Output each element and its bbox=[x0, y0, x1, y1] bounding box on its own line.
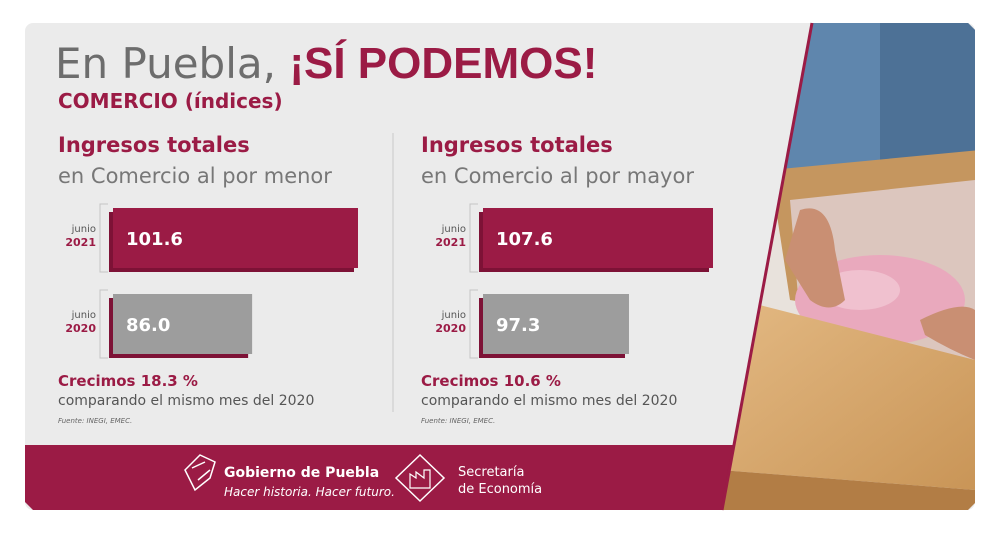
source: Fuente: INEGI, EMEC. bbox=[58, 417, 132, 425]
bar bbox=[113, 294, 253, 354]
bracket bbox=[99, 289, 108, 359]
category-month: junio bbox=[71, 224, 96, 235]
comparison: comparando el mismo mes del 2020 bbox=[58, 393, 314, 409]
bracket bbox=[99, 203, 108, 273]
bar bbox=[483, 208, 713, 268]
value-label: 107.6 bbox=[496, 229, 553, 250]
category-year: 2021 bbox=[435, 236, 466, 249]
secretary-logo bbox=[394, 453, 446, 503]
category-year: 2020 bbox=[435, 322, 466, 335]
title-prefix: En Puebla, bbox=[55, 39, 276, 88]
chart-title: Ingresos totales bbox=[421, 133, 613, 157]
chart-title: Ingresos totales bbox=[58, 133, 250, 157]
bracket bbox=[469, 203, 478, 273]
gov-name: Gobierno de Puebla bbox=[224, 465, 379, 481]
title: En Puebla, ¡SÍ PODEMOS! bbox=[55, 38, 597, 88]
value-label: 101.6 bbox=[126, 229, 183, 250]
bracket bbox=[469, 289, 478, 359]
title-emphasis: ¡SÍ PODEMOS! bbox=[289, 38, 597, 88]
secretary-line: Secretaría bbox=[458, 465, 524, 480]
bar bbox=[113, 208, 358, 268]
photo-edge bbox=[720, 22, 814, 511]
category-month: junio bbox=[441, 224, 466, 235]
category-year: 2020 bbox=[65, 322, 96, 335]
subtitle: COMERCIO (índices) bbox=[58, 89, 283, 113]
source: Fuente: INEGI, EMEC. bbox=[421, 417, 495, 425]
chart-subtitle: en Comercio al por mayor bbox=[421, 164, 694, 188]
value-label: 86.0 bbox=[126, 315, 170, 336]
gov-logo bbox=[184, 454, 216, 492]
category-month: junio bbox=[441, 310, 466, 321]
growth-note: Crecimos 10.6 % bbox=[421, 372, 561, 390]
gov-slogan: Hacer historia. Hacer futuro. bbox=[224, 485, 395, 499]
chart-subtitle: en Comercio al por menor bbox=[58, 164, 332, 188]
bar bbox=[483, 294, 629, 354]
secretary-line: de Economía bbox=[458, 482, 542, 497]
value-label: 97.3 bbox=[496, 315, 540, 336]
comparison: comparando el mismo mes del 2020 bbox=[421, 393, 677, 409]
footer-band bbox=[25, 445, 735, 510]
category-month: junio bbox=[71, 310, 96, 321]
growth-note: Crecimos 18.3 % bbox=[58, 372, 198, 390]
category-year: 2021 bbox=[65, 236, 96, 249]
secretary-icon bbox=[409, 469, 431, 489]
